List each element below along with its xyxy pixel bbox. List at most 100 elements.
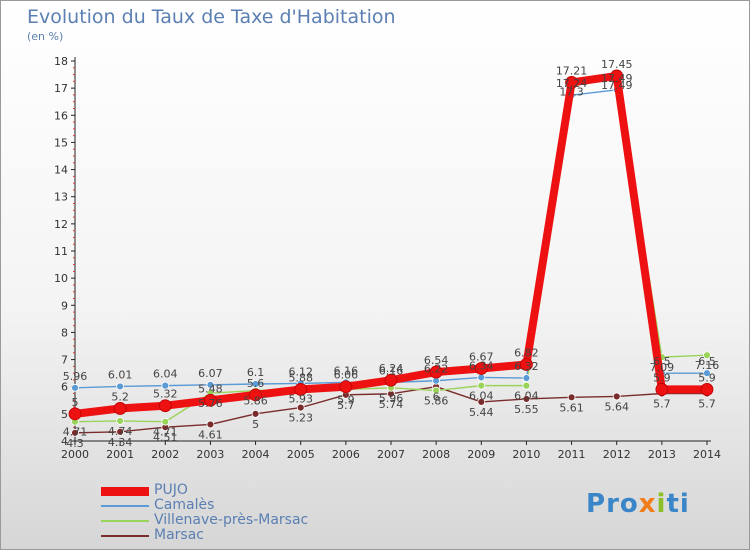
proxiti-logo: Proxiti — [586, 489, 690, 519]
data-label: 5.74 — [379, 398, 404, 411]
data-point — [612, 392, 621, 401]
data-point — [384, 373, 398, 387]
data-label: 6.34 — [469, 359, 494, 372]
data-label: 5.2 — [111, 390, 129, 403]
data-label: 6 — [433, 391, 440, 404]
data-label: 5 — [252, 418, 259, 431]
data-point — [113, 402, 127, 415]
x-tick-label: 2005 — [287, 448, 315, 461]
data-label: 6.12 — [288, 365, 313, 378]
data-point — [477, 381, 486, 390]
y-tick-label: 14 — [54, 164, 68, 177]
data-point — [249, 388, 262, 402]
data-label: 6.16 — [334, 364, 359, 377]
x-tick-label: 2003 — [196, 448, 224, 461]
data-point — [206, 380, 215, 389]
data-point — [655, 383, 669, 396]
data-label: 4.71 — [153, 426, 178, 439]
data-label: 6.06 — [334, 369, 359, 382]
legend-swatch — [101, 505, 149, 507]
data-label: 5.32 — [153, 388, 178, 401]
data-point — [204, 393, 217, 407]
data-label: 6.67 — [469, 351, 494, 364]
data-point — [477, 398, 486, 406]
data-label: 5.7 — [337, 399, 355, 412]
data-label: 5.61 — [559, 401, 584, 414]
data-point — [161, 381, 170, 390]
data-point — [251, 409, 260, 418]
data-label: 17.21 — [556, 64, 588, 77]
data-label: 5.7 — [653, 398, 671, 411]
data-point — [610, 69, 624, 83]
data-point — [477, 373, 486, 382]
data-label: 6.5 — [698, 355, 716, 368]
y-tick-label: 4 — [61, 435, 68, 448]
data-point — [700, 383, 714, 396]
y-tick-label: 10 — [54, 272, 68, 285]
data-label: 7.16 — [695, 359, 720, 372]
data-point — [339, 380, 353, 394]
x-tick-label: 2012 — [603, 448, 631, 461]
data-point — [71, 428, 79, 437]
legend-label: Villenave-près-Marsac — [154, 512, 309, 528]
data-label: 6.82 — [514, 346, 539, 359]
data-label: 5.93 — [288, 393, 313, 406]
data-point — [567, 393, 576, 402]
data-label: 6.07 — [198, 367, 223, 380]
data-label: 6.04 — [469, 390, 494, 403]
chart-title: Evolution du Taux de Taxe d'Habitation — [27, 6, 396, 28]
data-label: 17.24 — [556, 77, 588, 90]
x-tick-label: 2008 — [422, 448, 450, 461]
data-point — [703, 369, 711, 378]
data-label: 5.96 — [63, 370, 88, 383]
data-label: 17.49 — [601, 79, 633, 92]
series-line-camal-s — [74, 89, 707, 389]
data-point — [432, 386, 441, 395]
data-point — [161, 417, 170, 426]
legend-swatch — [101, 487, 149, 496]
data-label: 5.64 — [604, 400, 629, 413]
chart-subtitle: (en %) — [27, 30, 64, 43]
data-label: 17.45 — [601, 58, 633, 71]
data-label: 5.96 — [379, 392, 404, 405]
x-tick-label: 2002 — [151, 448, 179, 461]
x-tick-label: 2010 — [512, 448, 540, 461]
data-label: 4.71 — [63, 426, 88, 439]
x-tick-label: 2011 — [558, 448, 586, 461]
data-label: 5.23 — [288, 412, 313, 425]
data-label: 4.34 — [108, 436, 133, 449]
data-label: 6.32 — [514, 360, 539, 373]
y-tick-label: 17 — [54, 82, 68, 95]
data-label: 5.88 — [288, 371, 313, 384]
y-tick-label: 8 — [61, 326, 68, 339]
legend-swatch — [101, 520, 149, 522]
x-tick-label: 2004 — [242, 448, 270, 461]
data-point — [206, 420, 215, 429]
y-tick-label: 13 — [54, 191, 68, 204]
data-label: 5.9 — [653, 371, 671, 384]
data-label: 5.7 — [698, 398, 716, 411]
data-point — [116, 417, 125, 425]
data-point — [116, 427, 125, 436]
data-label: 6.16 — [379, 364, 404, 377]
data-point — [68, 407, 82, 421]
legend-label: PUJO — [154, 482, 188, 498]
data-label: 6.54 — [424, 354, 449, 367]
data-point — [522, 374, 531, 382]
legend-label: Marsac — [154, 527, 204, 543]
data-label: 6.04 — [153, 368, 178, 381]
data-point — [294, 383, 308, 396]
y-tick-label: 11 — [54, 245, 68, 258]
data-label: 17.49 — [601, 72, 633, 85]
data-label: 6.04 — [514, 390, 539, 403]
x-tick-label: 2006 — [332, 448, 360, 461]
y-tick-label: 6 — [61, 381, 68, 394]
data-point — [71, 383, 79, 392]
y-tick-label: 15 — [54, 136, 68, 149]
data-label: 4.74 — [108, 425, 133, 438]
data-label: 5.9 — [337, 393, 355, 406]
data-label: 5 — [72, 396, 79, 409]
data-point — [474, 362, 488, 375]
